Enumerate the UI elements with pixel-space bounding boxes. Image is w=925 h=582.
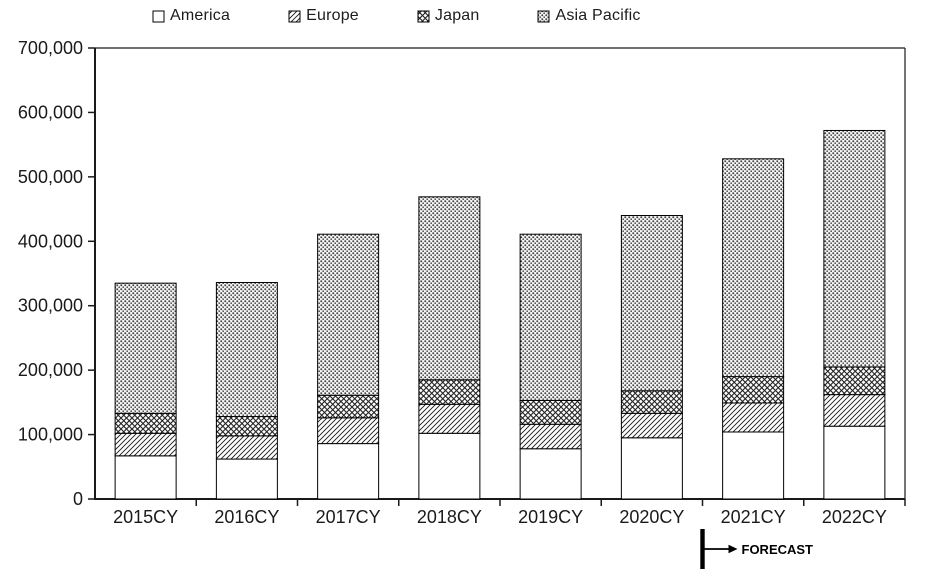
x-axis-label: 2019CY — [518, 507, 583, 527]
y-axis-label: 100,000 — [18, 425, 83, 445]
bar-segment-europe — [317, 417, 380, 445]
legend-marker-japan-icon — [417, 10, 430, 22]
bar-segment-asia-pacific — [114, 282, 177, 414]
legend-label-asia-pacific: Asia Pacific — [555, 7, 641, 24]
y-axis-label: 200,000 — [18, 360, 83, 380]
y-axis-label: 600,000 — [18, 102, 83, 122]
bar-segment-europe — [519, 423, 582, 450]
bar-segment-europe — [114, 432, 177, 457]
bar-segment-asia-pacific — [722, 158, 785, 378]
bar-segment-japan — [317, 394, 380, 419]
bar-segment-japan — [620, 390, 683, 414]
bar-segment-asia-pacific — [418, 196, 481, 381]
bar-segment-europe — [722, 402, 785, 433]
forecast-label: FORECAST — [742, 542, 814, 557]
y-axis-label: 500,000 — [18, 167, 83, 187]
x-axis-label: 2016CY — [214, 507, 279, 527]
bar-segment-japan — [114, 412, 177, 434]
legend-marker-europe-icon — [288, 10, 301, 22]
bar-segment-asia-pacific — [823, 129, 886, 368]
bar-segment-japan — [418, 379, 481, 405]
bar-segment-japan — [215, 416, 278, 437]
x-axis-label: 2020CY — [619, 507, 684, 527]
x-axis-label: 2022CY — [822, 507, 887, 527]
bar-segment-asia-pacific — [519, 233, 582, 401]
x-axis-label: 2015CY — [113, 507, 178, 527]
legend-item-asia-pacific: Asia Pacific — [537, 7, 640, 25]
bar-segment-america — [418, 432, 481, 500]
chart-legend: America Europe Japan Asia Pacific — [152, 7, 641, 25]
bar-segment-europe — [215, 435, 278, 460]
y-axis-label: 300,000 — [18, 296, 83, 316]
x-axis-label: 2018CY — [417, 507, 482, 527]
bar-segment-japan — [519, 399, 582, 425]
x-axis-label: 2017CY — [316, 507, 381, 527]
bar-segment-america — [620, 437, 683, 500]
forecast-arrow-icon — [728, 544, 738, 554]
legend-item-europe: Europe — [288, 7, 359, 25]
bar-segment-america — [317, 443, 380, 500]
bar-segment-japan — [722, 376, 785, 404]
legend-item-japan: Japan — [417, 7, 480, 25]
bar-segment-europe — [620, 412, 683, 439]
legend-label-europe: Europe — [306, 7, 359, 24]
bar-segment-america — [519, 448, 582, 500]
legend-marker-america-icon — [152, 10, 165, 22]
y-axis-label: 0 — [73, 489, 83, 509]
bar-segment-asia-pacific — [215, 282, 278, 418]
bar-segment-america — [722, 431, 785, 500]
x-axis-label: 2021CY — [721, 507, 786, 527]
bar-segment-america — [114, 455, 177, 500]
y-axis-label: 400,000 — [18, 231, 83, 251]
bar-segment-america — [823, 425, 886, 500]
bar-segment-europe — [418, 403, 481, 434]
legend-label-japan: Japan — [434, 7, 480, 24]
bar-segment-asia-pacific — [317, 233, 380, 396]
legend-marker-asia-pacific-icon — [537, 10, 550, 22]
legend-label-america: America — [170, 7, 231, 24]
bar-segment-america — [215, 458, 278, 500]
bar-segment-europe — [823, 394, 886, 427]
bar-segment-asia-pacific — [620, 215, 683, 392]
legend-item-america: America — [152, 7, 230, 25]
bar-segment-japan — [823, 366, 886, 396]
y-axis-label: 700,000 — [18, 38, 83, 58]
